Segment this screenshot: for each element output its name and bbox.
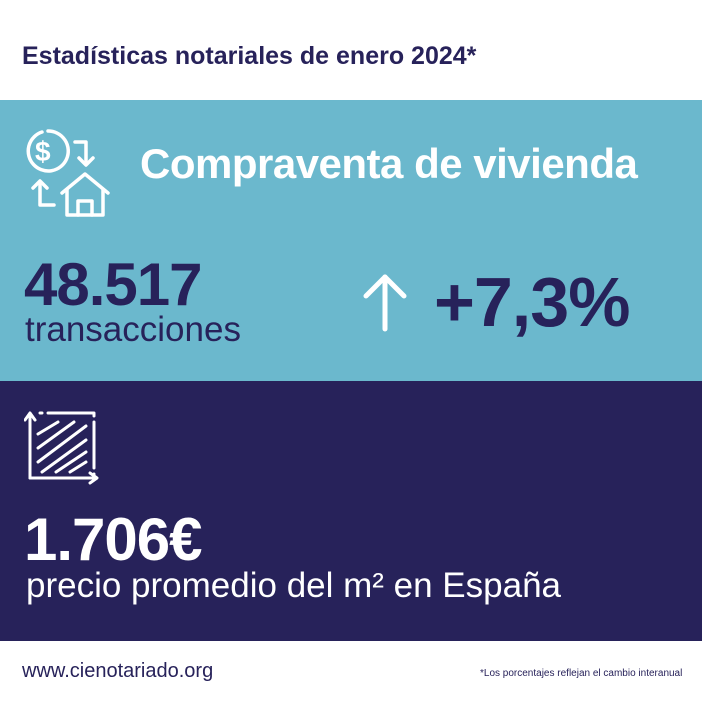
sales-section: [0, 100, 702, 381]
average-price: 1.706€: [24, 506, 203, 573]
money-house-exchange-icon: $: [26, 129, 110, 217]
transactions-label: transacciones: [25, 310, 241, 349]
average-price-label: precio promedio del m² en España: [26, 566, 562, 605]
footnote: *Los porcentajes reflejan el cambio inte…: [480, 668, 683, 679]
price-section: [0, 381, 702, 641]
section-heading: Compraventa de vivienda: [140, 140, 638, 187]
svg-text:$: $: [35, 136, 51, 167]
page-title: Estadísticas notariales de enero 2024*: [22, 42, 477, 70]
area-square-icon: [24, 411, 99, 485]
website-link[interactable]: www.cienotariado.org: [22, 660, 214, 682]
transactions-count: 48.517: [24, 251, 203, 318]
change-percentage: +7,3%: [434, 263, 630, 341]
arrow-up-icon: [363, 274, 407, 332]
